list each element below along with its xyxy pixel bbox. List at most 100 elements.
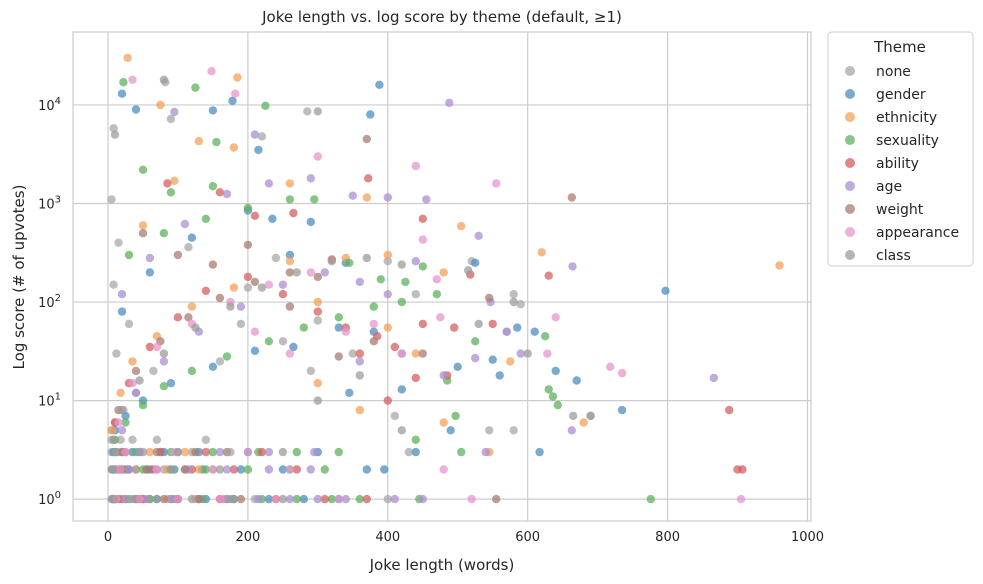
point-weight xyxy=(152,447,162,457)
point-age xyxy=(310,447,319,457)
point-age xyxy=(320,268,329,277)
point-appearance xyxy=(135,494,144,504)
point-age xyxy=(170,107,179,117)
point-age xyxy=(159,357,169,366)
point-none xyxy=(485,426,494,435)
point-class xyxy=(187,494,197,504)
point-ability xyxy=(289,208,298,218)
point-appearance xyxy=(736,494,746,504)
point-none xyxy=(348,349,357,358)
chart-title: Joke length vs. log score by theme (defa… xyxy=(261,8,622,26)
point-none xyxy=(306,366,315,376)
point-ethnicity xyxy=(229,143,239,152)
point-sexuality xyxy=(432,290,441,299)
point-class xyxy=(226,302,235,311)
point-none xyxy=(303,107,312,116)
legend-label-gender: gender xyxy=(876,87,926,103)
point-none xyxy=(411,290,420,299)
point-weight xyxy=(208,260,218,269)
point-gender xyxy=(166,379,176,388)
point-age xyxy=(422,195,431,204)
point-ability xyxy=(243,272,253,282)
point-class xyxy=(292,268,301,277)
y-tick-label: 104 xyxy=(38,96,61,114)
point-ethnicity xyxy=(775,261,784,270)
point-age xyxy=(383,290,392,299)
point-appearance xyxy=(231,89,240,98)
point-age xyxy=(285,494,295,504)
point-class xyxy=(327,257,336,266)
point-weight xyxy=(362,134,371,144)
legend-label-sexuality: sexuality xyxy=(876,133,939,149)
point-appearance xyxy=(116,465,125,474)
point-age xyxy=(355,357,364,366)
point-appearance xyxy=(173,494,183,504)
point-none xyxy=(166,114,176,124)
point-appearance xyxy=(439,465,448,474)
point-weight xyxy=(418,349,427,358)
point-none xyxy=(112,349,121,358)
point-gender xyxy=(289,342,298,352)
legend-label-ability: ability xyxy=(876,156,919,172)
x-tick-label: 800 xyxy=(655,530,680,545)
point-class xyxy=(355,371,364,380)
point-class xyxy=(110,447,120,457)
point-class xyxy=(109,435,118,444)
point-age xyxy=(264,447,274,457)
point-appearance xyxy=(207,67,216,76)
point-class xyxy=(110,130,120,139)
point-class xyxy=(128,494,137,504)
point-appearance xyxy=(215,494,225,504)
point-ethnicity xyxy=(108,426,117,435)
point-age xyxy=(568,262,577,271)
point-class xyxy=(278,447,288,457)
point-ethnicity xyxy=(579,418,588,427)
point-sexuality xyxy=(369,302,378,311)
point-weight xyxy=(369,337,378,346)
point-ability xyxy=(313,307,322,316)
point-sexuality xyxy=(471,337,480,346)
point-age xyxy=(445,98,454,108)
point-weight xyxy=(285,268,295,277)
point-weight xyxy=(173,250,183,260)
point-appearance xyxy=(551,313,560,322)
point-class xyxy=(109,494,118,504)
point-appearance xyxy=(121,447,130,457)
point-sexuality xyxy=(212,137,221,147)
point-none xyxy=(201,435,211,444)
x-tick-label: 200 xyxy=(235,530,260,545)
point-ability xyxy=(257,447,267,457)
point-weight xyxy=(159,494,169,504)
point-age xyxy=(264,465,274,474)
point-ability xyxy=(320,494,329,504)
point-ethnicity xyxy=(285,257,295,266)
point-age xyxy=(145,253,155,263)
point-none xyxy=(109,124,118,133)
point-age xyxy=(222,189,232,199)
point-ethnicity xyxy=(313,379,322,388)
point-ability xyxy=(362,494,371,504)
point-ethnicity xyxy=(506,357,515,366)
point-ethnicity xyxy=(156,100,165,110)
point-class xyxy=(191,323,200,332)
point-class xyxy=(474,319,483,329)
point-sexuality xyxy=(451,411,460,421)
point-appearance xyxy=(264,280,274,289)
point-sexuality xyxy=(334,313,343,322)
point-ability xyxy=(355,349,364,358)
point-appearance xyxy=(208,465,218,474)
point-class xyxy=(166,465,176,474)
y-tick-label: 101 xyxy=(38,392,61,410)
legend-label-age: age xyxy=(876,179,902,195)
point-age xyxy=(313,494,322,504)
legend-label-ethnicity: ethnicity xyxy=(876,110,937,126)
point-sexuality xyxy=(243,203,253,213)
point-ability xyxy=(418,214,427,223)
point-class xyxy=(278,494,288,504)
point-age xyxy=(418,494,427,504)
point-ability xyxy=(390,342,399,352)
point-sexuality xyxy=(124,250,134,260)
point-ethnicity xyxy=(128,357,137,366)
point-class xyxy=(108,465,117,474)
point-sexuality xyxy=(208,447,218,457)
